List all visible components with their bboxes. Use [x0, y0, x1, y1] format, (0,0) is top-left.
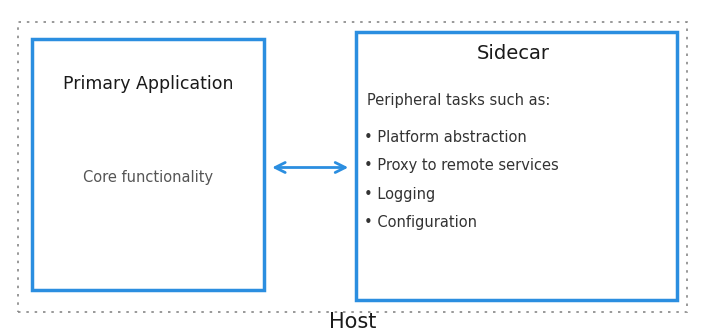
Text: • Configuration: • Configuration — [364, 215, 477, 230]
Text: Host: Host — [329, 312, 376, 332]
Text: Peripheral tasks such as:: Peripheral tasks such as: — [367, 93, 550, 108]
Bar — [18, 22, 687, 312]
Text: Core functionality: Core functionality — [83, 170, 213, 185]
Bar — [32, 39, 264, 290]
Text: • Logging: • Logging — [364, 187, 435, 202]
Text: • Proxy to remote services: • Proxy to remote services — [364, 158, 558, 173]
Text: Primary Application: Primary Application — [63, 75, 233, 93]
Bar — [356, 32, 677, 300]
Text: Sidecar: Sidecar — [477, 44, 550, 63]
Text: • Platform abstraction: • Platform abstraction — [364, 130, 527, 145]
